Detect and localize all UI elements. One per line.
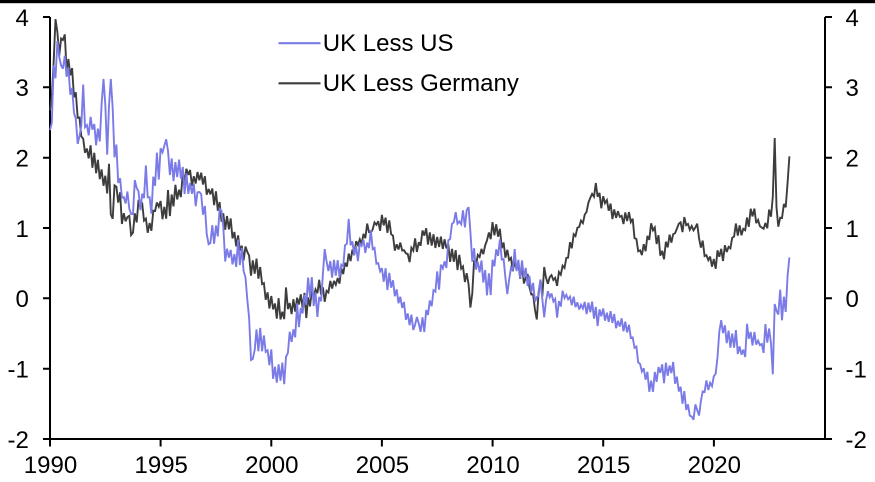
svg-text:2005: 2005 bbox=[356, 452, 409, 479]
svg-text:-2: -2 bbox=[7, 427, 28, 454]
svg-text:0: 0 bbox=[846, 286, 859, 313]
svg-text:2010: 2010 bbox=[466, 452, 519, 479]
svg-text:2015: 2015 bbox=[577, 452, 630, 479]
svg-text:-2: -2 bbox=[846, 427, 867, 454]
svg-text:4: 4 bbox=[15, 5, 28, 32]
svg-text:1: 1 bbox=[846, 216, 859, 243]
svg-text:2: 2 bbox=[15, 146, 28, 173]
svg-text:1990: 1990 bbox=[24, 452, 77, 479]
svg-text:-1: -1 bbox=[846, 357, 867, 384]
svg-text:1: 1 bbox=[15, 216, 28, 243]
svg-text:UK Less US: UK Less US bbox=[323, 30, 454, 57]
svg-text:2000: 2000 bbox=[245, 452, 298, 479]
svg-text:2020: 2020 bbox=[688, 452, 741, 479]
svg-text:2: 2 bbox=[846, 146, 859, 173]
svg-text:3: 3 bbox=[15, 75, 28, 102]
svg-text:1995: 1995 bbox=[135, 452, 188, 479]
svg-text:0: 0 bbox=[15, 286, 28, 313]
svg-text:3: 3 bbox=[846, 75, 859, 102]
svg-text:4: 4 bbox=[846, 5, 859, 32]
svg-text:UK Less Germany: UK Less Germany bbox=[323, 70, 519, 97]
svg-text:-1: -1 bbox=[7, 357, 28, 384]
